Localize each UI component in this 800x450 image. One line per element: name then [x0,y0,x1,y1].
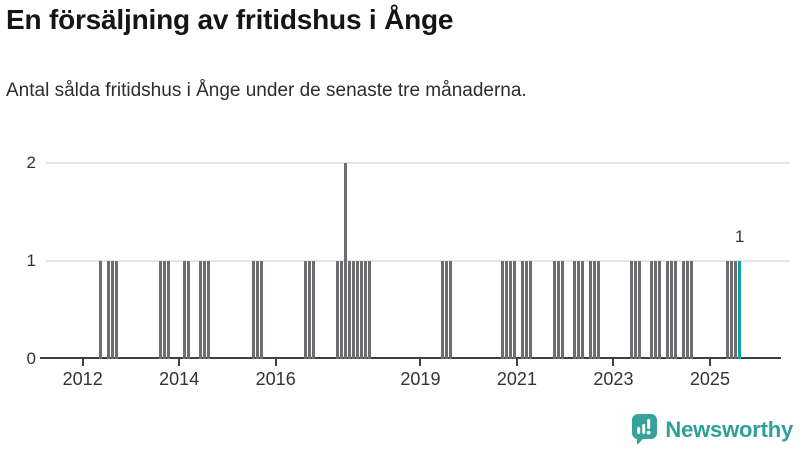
bar [207,261,211,359]
bar [553,261,557,359]
bar [633,261,637,359]
x-tick [612,359,615,366]
bar [167,261,171,359]
x-tick-label: 2014 [159,369,200,389]
bar [508,261,512,359]
bar [734,261,738,359]
x-tick-label: 2012 [62,369,103,389]
x-tick [419,359,422,366]
y-tick-label: 1 [26,251,36,270]
bar [344,163,348,359]
bar [597,261,601,359]
newsworthy-wordmark: Newsworthy [665,416,793,442]
bar [364,261,368,359]
bar [500,261,504,359]
x-tick-label: 2019 [400,369,441,389]
bar [183,261,187,359]
bar [444,261,448,359]
bar [573,261,577,359]
bar [669,261,673,359]
highlighted-bar [738,261,742,359]
x-tick-label: 2016 [255,369,296,389]
bar [685,261,689,359]
bar [637,261,641,359]
bar [336,261,339,359]
bar [163,261,167,359]
x-axis-line [40,357,781,359]
x-tick-label: 2021 [496,369,537,389]
bar [307,261,311,359]
bar [589,261,593,359]
bar [311,261,315,359]
bar [520,261,524,359]
bar [440,261,444,359]
newsworthy-bar-chart-icon [632,414,658,445]
bar [557,261,561,359]
bar [348,261,352,359]
bar [259,261,263,359]
y-gridline [46,162,790,164]
bar-value-label: 1 [734,227,745,246]
bar [448,261,452,359]
bar [98,261,102,359]
bar [726,261,730,359]
x-tick-label: 2023 [593,369,634,389]
bar [673,261,677,359]
bar [665,261,669,359]
bar [561,261,565,359]
bar [368,261,372,359]
x-tick-label: 2025 [689,369,730,389]
bar [657,261,661,359]
bar [730,261,734,359]
y-tick-label: 2 [26,153,36,172]
bar [360,261,364,359]
x-tick [274,359,277,366]
bar [581,261,585,359]
bar [159,261,163,359]
bar [529,261,532,359]
bar [251,261,255,359]
bar [340,261,344,359]
bar [577,261,581,359]
x-tick [515,359,518,366]
newsworthy-logo[interactable]: Newsworthy [631,414,793,445]
bar [110,261,114,359]
bar [106,261,110,359]
chart-title: En försäljning av fritidshus i Ånge [6,4,454,35]
x-tick [81,359,84,366]
bar [504,261,508,359]
bar [199,261,203,359]
bar [303,261,307,359]
bar [653,261,657,359]
bar [629,261,633,359]
bar [681,261,685,359]
chart-subtitle: Antal sålda fritidshus i Ånge under de s… [6,80,527,101]
bar [255,261,259,359]
bar [593,261,597,359]
y-tick-label: 0 [26,349,36,368]
bar [649,261,653,359]
bar [187,261,191,359]
bar [114,261,118,359]
y-gridline [46,260,790,262]
bar [512,261,516,359]
bar [352,261,356,359]
x-tick [178,359,181,366]
bar [689,261,693,359]
bar [356,261,360,359]
bar [524,261,528,359]
x-tick [708,359,711,366]
bar [203,261,207,359]
